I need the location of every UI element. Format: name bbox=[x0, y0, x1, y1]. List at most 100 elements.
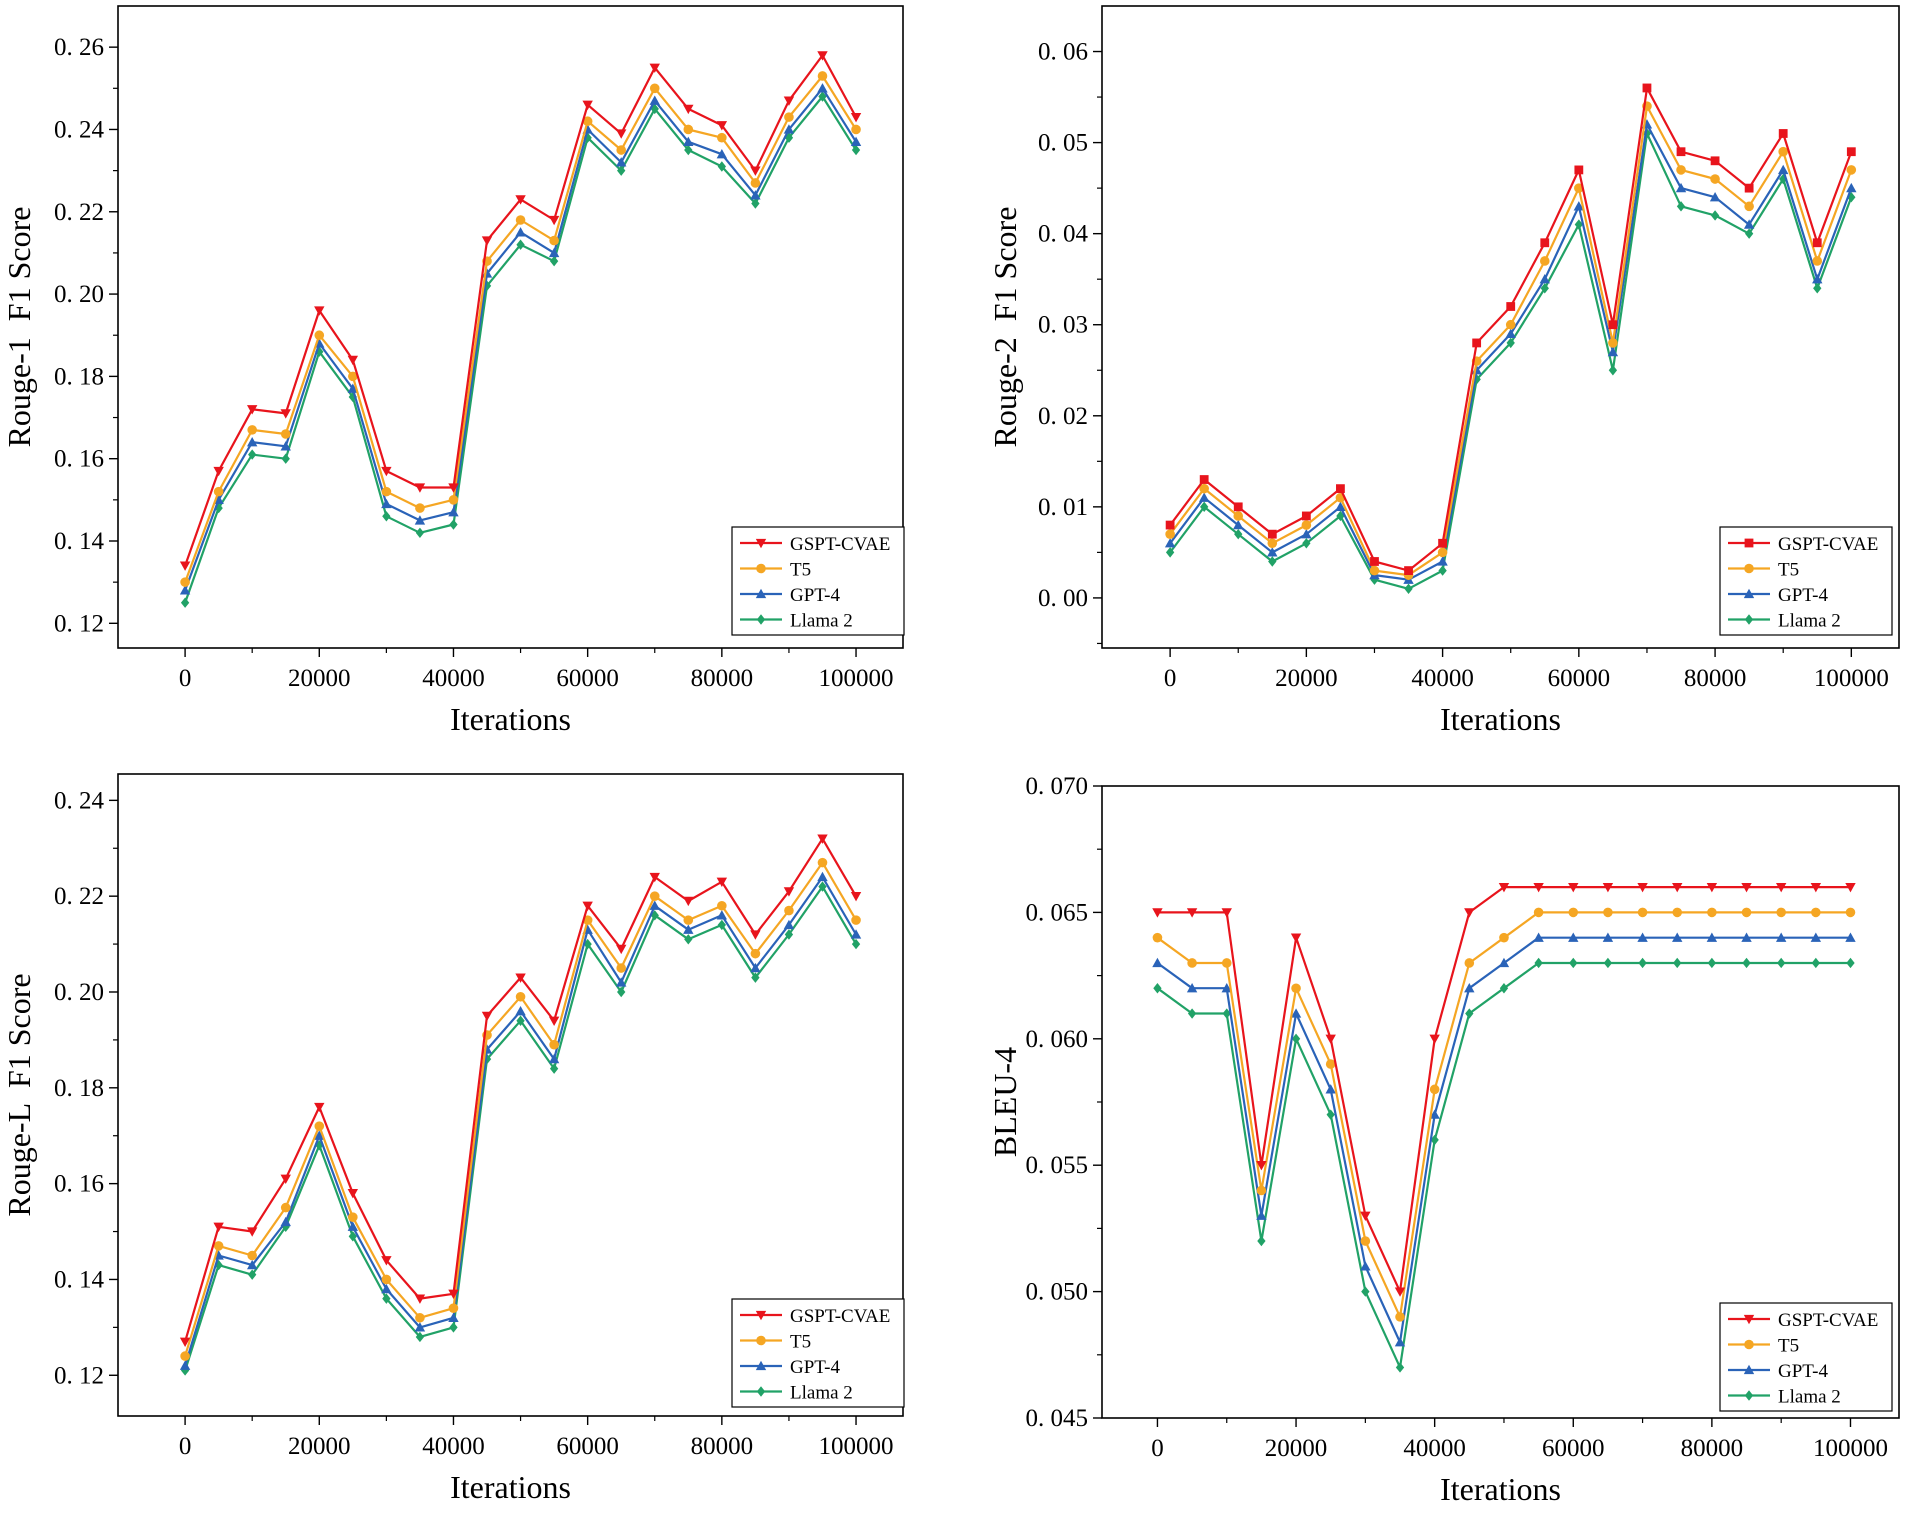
data-point bbox=[1301, 520, 1312, 530]
data-point bbox=[1539, 256, 1550, 266]
data-point bbox=[1533, 882, 1544, 893]
data-point bbox=[1776, 907, 1786, 918]
y-tick-label: 0. 02 bbox=[1038, 403, 1088, 430]
data-point bbox=[1404, 583, 1413, 595]
plot-frame bbox=[1101, 5, 1900, 649]
x-tick-label: 0 bbox=[1164, 665, 1177, 692]
data-point bbox=[1164, 538, 1176, 548]
data-point bbox=[784, 112, 794, 122]
data-point bbox=[248, 449, 257, 460]
data-point bbox=[381, 498, 392, 509]
data-point bbox=[750, 166, 761, 176]
data-point bbox=[382, 1293, 391, 1304]
data-point bbox=[1607, 346, 1619, 357]
data-point bbox=[1534, 957, 1543, 969]
data-point bbox=[314, 306, 325, 316]
data-point bbox=[1710, 174, 1720, 184]
legend-label: Llama 2 bbox=[790, 611, 853, 632]
data-point bbox=[817, 83, 828, 93]
data-point bbox=[414, 1322, 426, 1332]
legend-swatch-marker bbox=[1744, 563, 1754, 574]
data-point bbox=[515, 227, 526, 237]
series-gspt-cvae bbox=[179, 51, 862, 571]
data-point bbox=[1438, 565, 1447, 576]
data-point bbox=[1637, 907, 1648, 918]
legend-label: Llama 2 bbox=[790, 1383, 853, 1404]
data-point bbox=[684, 934, 693, 945]
data-point bbox=[1152, 932, 1163, 943]
data-point bbox=[1846, 147, 1856, 157]
chart-panel-rougeL: 0. 12 0. 14 0. 16 0. 18 0. 20 0. 22 0. 24 0 2000… bbox=[1, 773, 905, 1505]
y-axis-title: Rouge-2 F1 Score bbox=[987, 207, 1023, 448]
data-point bbox=[717, 161, 727, 172]
data-point bbox=[818, 91, 827, 102]
data-point bbox=[1813, 283, 1822, 294]
data-point bbox=[180, 577, 190, 587]
y-tick-label: 0. 050 bbox=[1026, 1279, 1089, 1306]
data-point bbox=[1301, 511, 1311, 521]
data-point bbox=[1845, 882, 1856, 893]
data-point bbox=[1672, 882, 1683, 893]
data-point bbox=[1369, 565, 1380, 576]
data-point bbox=[281, 453, 290, 464]
data-point bbox=[448, 483, 459, 493]
data-point bbox=[246, 1227, 258, 1237]
data-point bbox=[616, 129, 627, 139]
x-tick-label: 20000 bbox=[288, 1433, 351, 1460]
data-point bbox=[246, 405, 258, 415]
data-point bbox=[1676, 165, 1686, 175]
series-t5 bbox=[180, 857, 861, 1361]
data-point bbox=[716, 121, 728, 131]
legend-label: GSPT-CVAE bbox=[1778, 1310, 1878, 1331]
data-point bbox=[180, 597, 190, 608]
data-point bbox=[548, 215, 560, 226]
y-tick-label: 0. 070 bbox=[1026, 773, 1089, 800]
x-tick-label: 0 bbox=[179, 665, 192, 692]
data-point bbox=[448, 1289, 459, 1300]
data-point bbox=[850, 112, 862, 123]
y-tick-label: 0. 14 bbox=[54, 1266, 105, 1293]
data-point bbox=[213, 1222, 224, 1232]
data-point bbox=[1710, 156, 1720, 166]
x-tick-label: 80000 bbox=[691, 1433, 754, 1460]
data-point bbox=[1642, 128, 1652, 139]
data-point bbox=[548, 1053, 560, 1064]
data-point bbox=[548, 247, 560, 258]
y-axis-title: Rouge-1 F1 Score bbox=[1, 207, 37, 448]
legend-swatch-marker bbox=[1744, 1339, 1754, 1350]
y-tick-label: 0. 12 bbox=[54, 1362, 104, 1389]
x-tick-label: 40000 bbox=[422, 1433, 485, 1460]
data-point bbox=[179, 1337, 191, 1347]
data-point bbox=[1775, 882, 1787, 893]
legend-swatch-marker bbox=[1744, 1390, 1754, 1401]
data-point bbox=[784, 929, 794, 940]
data-point bbox=[1846, 182, 1857, 193]
data-point bbox=[1291, 1033, 1301, 1044]
legend-swatch-marker bbox=[756, 1335, 766, 1346]
data-point bbox=[616, 963, 627, 973]
data-point bbox=[616, 977, 627, 987]
data-point bbox=[1335, 501, 1346, 512]
legend-label: Llama 2 bbox=[1778, 611, 1841, 632]
data-point bbox=[818, 881, 827, 892]
data-point bbox=[1187, 1008, 1197, 1019]
data-point bbox=[1404, 566, 1413, 575]
data-point bbox=[1539, 273, 1550, 284]
data-point bbox=[1637, 932, 1648, 942]
series-line bbox=[1156, 936, 1851, 1344]
legend-label: GSPT-CVAE bbox=[790, 534, 890, 555]
data-point bbox=[1325, 1084, 1336, 1094]
data-point bbox=[1810, 882, 1822, 893]
data-point bbox=[381, 1256, 392, 1266]
legend: GSPT-CVAE T5 GPT-4 Llama 2 bbox=[1719, 1302, 1893, 1412]
y-tick-label: 0. 045 bbox=[1026, 1405, 1089, 1432]
data-point bbox=[1846, 165, 1857, 175]
data-point bbox=[1533, 932, 1544, 942]
data-point bbox=[1187, 958, 1197, 968]
data-point bbox=[1429, 1034, 1440, 1044]
x-tick-label: 100000 bbox=[1814, 665, 1889, 692]
data-point bbox=[415, 527, 425, 538]
data-point bbox=[1267, 547, 1278, 557]
data-point bbox=[1256, 1210, 1267, 1220]
legend: GSPT-CVAE T5 GPT-4 Llama 2 bbox=[731, 1298, 905, 1408]
